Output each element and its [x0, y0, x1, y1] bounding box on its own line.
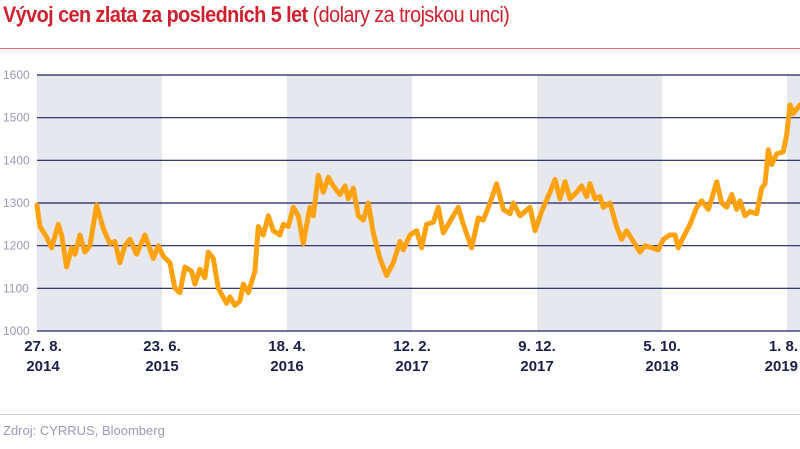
x-tick-label: 27. 8.	[24, 338, 62, 355]
y-tick-label: 1100	[3, 281, 29, 295]
chart-title-bold: Vývoj cen zlata za posledních 5 let	[3, 2, 308, 27]
y-tick-label: 1400	[3, 153, 30, 167]
y-tick-label: 1000	[3, 324, 30, 338]
x-tick-year: 2017	[395, 358, 428, 375]
chart-title-unit: (dolary za trojskou unci)	[312, 2, 510, 27]
y-tick-label: 1200	[3, 239, 30, 253]
chart-title: Vývoj cen zlata za posledních 5 let (dol…	[3, 2, 510, 28]
gold-price-line	[34, 102, 800, 308]
x-tick-label: 9. 12.	[518, 338, 556, 355]
x-tick-label: 1. 8.	[769, 338, 798, 355]
x-tick-year: 2015	[145, 358, 178, 375]
x-tick-label: 5. 10.	[643, 338, 681, 355]
x-tick-label: 23. 6.	[143, 338, 181, 355]
x-tick-year: 2019	[765, 358, 798, 375]
x-tick-year: 2014	[26, 358, 60, 375]
y-tick-label: 1600	[3, 68, 30, 82]
x-tick-label: 18. 4.	[268, 338, 306, 355]
source-note: Zdroj: CYRRUS, Bloomberg	[3, 423, 165, 438]
y-tick-label: 1500	[3, 111, 30, 125]
footer-divider	[0, 414, 800, 415]
title-divider	[0, 48, 800, 49]
x-tick-year: 2017	[520, 358, 553, 375]
x-tick-year: 2018	[645, 358, 678, 375]
x-tick-label: 12. 2.	[393, 338, 431, 355]
y-tick-label: 1300	[3, 196, 30, 210]
x-tick-year: 2016	[270, 358, 303, 375]
